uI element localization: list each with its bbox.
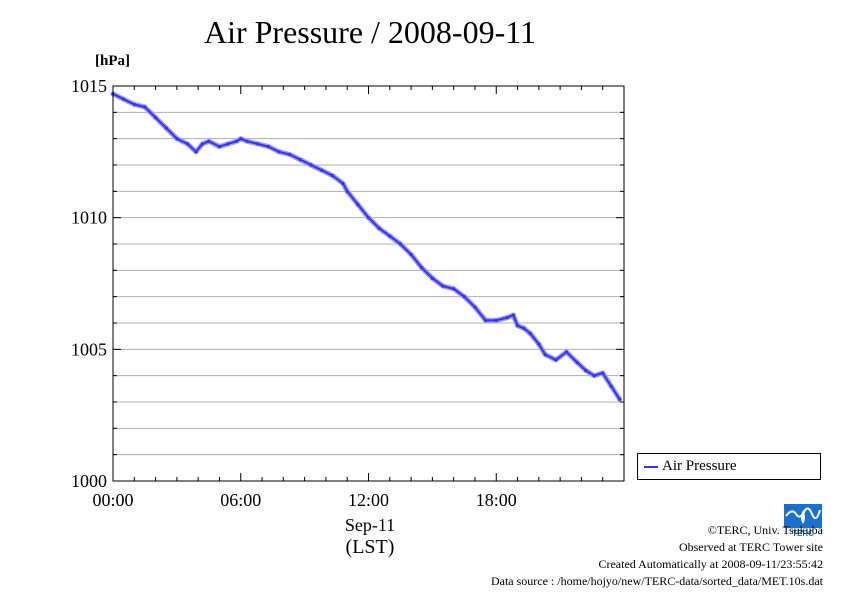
- logo-text: TERC: [792, 529, 814, 538]
- data-point: [175, 137, 179, 141]
- data-point: [473, 305, 477, 309]
- data-point: [194, 150, 198, 154]
- series-line: [112, 93, 621, 400]
- data-point: [239, 137, 243, 141]
- data-point: [575, 360, 579, 365]
- data-point: [409, 252, 413, 257]
- legend: Air Pressure: [637, 453, 821, 480]
- data-point: [234, 139, 239, 143]
- data-point: [153, 116, 158, 120]
- data-point: [554, 358, 558, 362]
- data-point: [207, 139, 211, 143]
- plot-frame: [112, 85, 625, 482]
- x-tick-label: 18:00: [476, 490, 517, 510]
- y-tick-label: 1015: [71, 76, 107, 96]
- data-point: [217, 144, 222, 149]
- data-point: [377, 226, 381, 230]
- data-point: [537, 342, 541, 346]
- data-point: [164, 126, 168, 130]
- x-axis-date-label: Sep-11: [344, 515, 396, 535]
- x-axis: 00:00 06:00 12:00 18:00: [92, 86, 625, 510]
- data-point: [515, 324, 520, 328]
- data-point: [484, 318, 488, 322]
- data-point: [298, 158, 302, 162]
- grid-lines: [113, 111, 624, 456]
- x-axis-unit-label: (LST): [345, 536, 395, 558]
- data-point: [430, 276, 434, 280]
- y-tick-label: 1005: [71, 339, 107, 359]
- copyright-text: ©TERC, Univ. Tsukuba: [707, 523, 823, 537]
- chart-title: Air Pressure / 2008-09-11: [203, 14, 537, 50]
- data-point: [601, 371, 605, 375]
- data-point: [132, 102, 136, 107]
- series-layer: [110, 91, 623, 402]
- data-point: [564, 350, 569, 354]
- data-point: [522, 326, 526, 330]
- data-point: [309, 163, 313, 167]
- data-point: [366, 216, 371, 220]
- x-tick-label: 00:00: [92, 490, 133, 510]
- y-tick-label: 1000: [71, 471, 107, 491]
- data-point: [330, 173, 334, 178]
- data-point: [528, 331, 532, 336]
- source-text: Data source : /home/hojyo/new/TERC-data/…: [490, 574, 823, 588]
- data-point: [277, 150, 281, 154]
- logo-wave: [785, 507, 821, 520]
- data-point: [320, 168, 324, 172]
- data-point: [618, 397, 622, 401]
- data-point: [609, 384, 613, 388]
- data-point: [494, 318, 498, 322]
- data-point: [288, 152, 292, 157]
- created-text: Created Automatically at 2008-09-11/23:5…: [598, 557, 823, 571]
- data-point: [420, 266, 424, 270]
- legend-swatch: [644, 466, 658, 468]
- terc-logo-icon: TERC: [784, 504, 822, 538]
- data-point: [398, 242, 403, 246]
- data-point: [592, 374, 596, 378]
- data-point: [256, 142, 260, 146]
- data-point: [462, 295, 466, 299]
- data-point: [341, 181, 345, 186]
- y-axis: 1000 1005 1010 1015: [71, 76, 624, 491]
- data-point: [143, 105, 147, 109]
- data-point: [388, 234, 392, 238]
- data-point: [185, 142, 190, 146]
- data-point: [441, 284, 445, 288]
- data-point: [584, 368, 588, 372]
- x-tick-label: 06:00: [220, 490, 261, 510]
- y-axis-unit-label: [hPa]: [95, 53, 130, 69]
- data-point: [122, 97, 126, 101]
- data-point: [345, 189, 349, 193]
- data-point: [200, 142, 205, 146]
- data-point: [543, 353, 547, 357]
- footer-credits: ©TERC, Univ. Tsukuba Observed at TERC To…: [491, 522, 823, 590]
- data-point: [505, 316, 509, 320]
- observed-text: Observed at TERC Tower site: [678, 540, 823, 554]
- data-point: [245, 139, 249, 143]
- data-point: [226, 142, 230, 146]
- y-tick-label: 1010: [71, 208, 107, 228]
- data-point: [356, 202, 360, 207]
- logo-drop: [801, 510, 805, 524]
- data-point: [266, 144, 271, 149]
- data-point: [511, 313, 515, 317]
- legend-label: Air Pressure: [662, 458, 737, 474]
- data-point: [452, 287, 456, 291]
- x-tick-label: 12:00: [348, 490, 389, 510]
